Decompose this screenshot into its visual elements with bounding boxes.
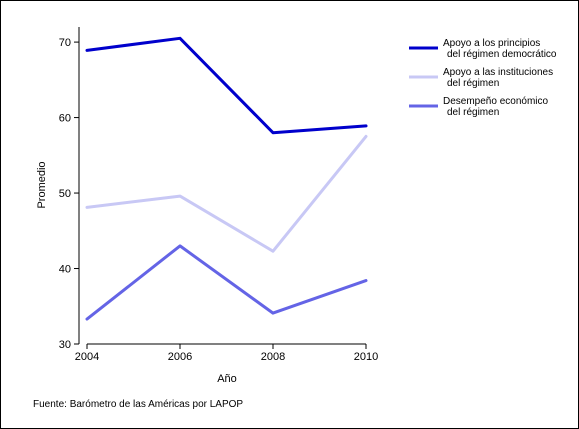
x-tick-label: 2010 <box>354 351 378 363</box>
y-tick-label: 50 <box>59 188 71 200</box>
series-line-3 <box>85 244 368 321</box>
legend-label: Apoyo a los principios <box>443 38 540 49</box>
y-tick-label: 70 <box>59 37 71 49</box>
plot-lines <box>85 36 368 321</box>
x-tick-label: 2004 <box>75 351 99 363</box>
y-tick-label: 60 <box>59 113 71 125</box>
legend-label: del régimen <box>447 78 499 89</box>
y-tick-label: 40 <box>59 264 71 276</box>
legend-label: Apoyo a las instituciones <box>443 67 553 78</box>
x-ticks: 2004 2006 2008 2010 <box>75 344 378 363</box>
x-axis-title: Año <box>217 373 237 385</box>
source-note: Fuente: Barómetro de las Américas por LA… <box>33 399 243 410</box>
axes: 30 40 50 60 70 2004 2006 2008 2010 Promedio Año <box>36 27 378 385</box>
x-tick-label: 2008 <box>261 351 285 363</box>
series-line-1 <box>85 36 368 135</box>
series-line-2 <box>85 134 368 253</box>
x-tick-label: 2006 <box>168 351 192 363</box>
legend-label: del régimen <box>447 107 499 118</box>
legend-label: del régimen democrático <box>447 49 557 60</box>
y-ticks: 30 40 50 60 70 <box>59 37 79 351</box>
legend-label: Desempeño económico <box>443 96 548 107</box>
y-tick-label: 30 <box>59 339 71 351</box>
y-axis-title: Promedio <box>36 161 48 208</box>
